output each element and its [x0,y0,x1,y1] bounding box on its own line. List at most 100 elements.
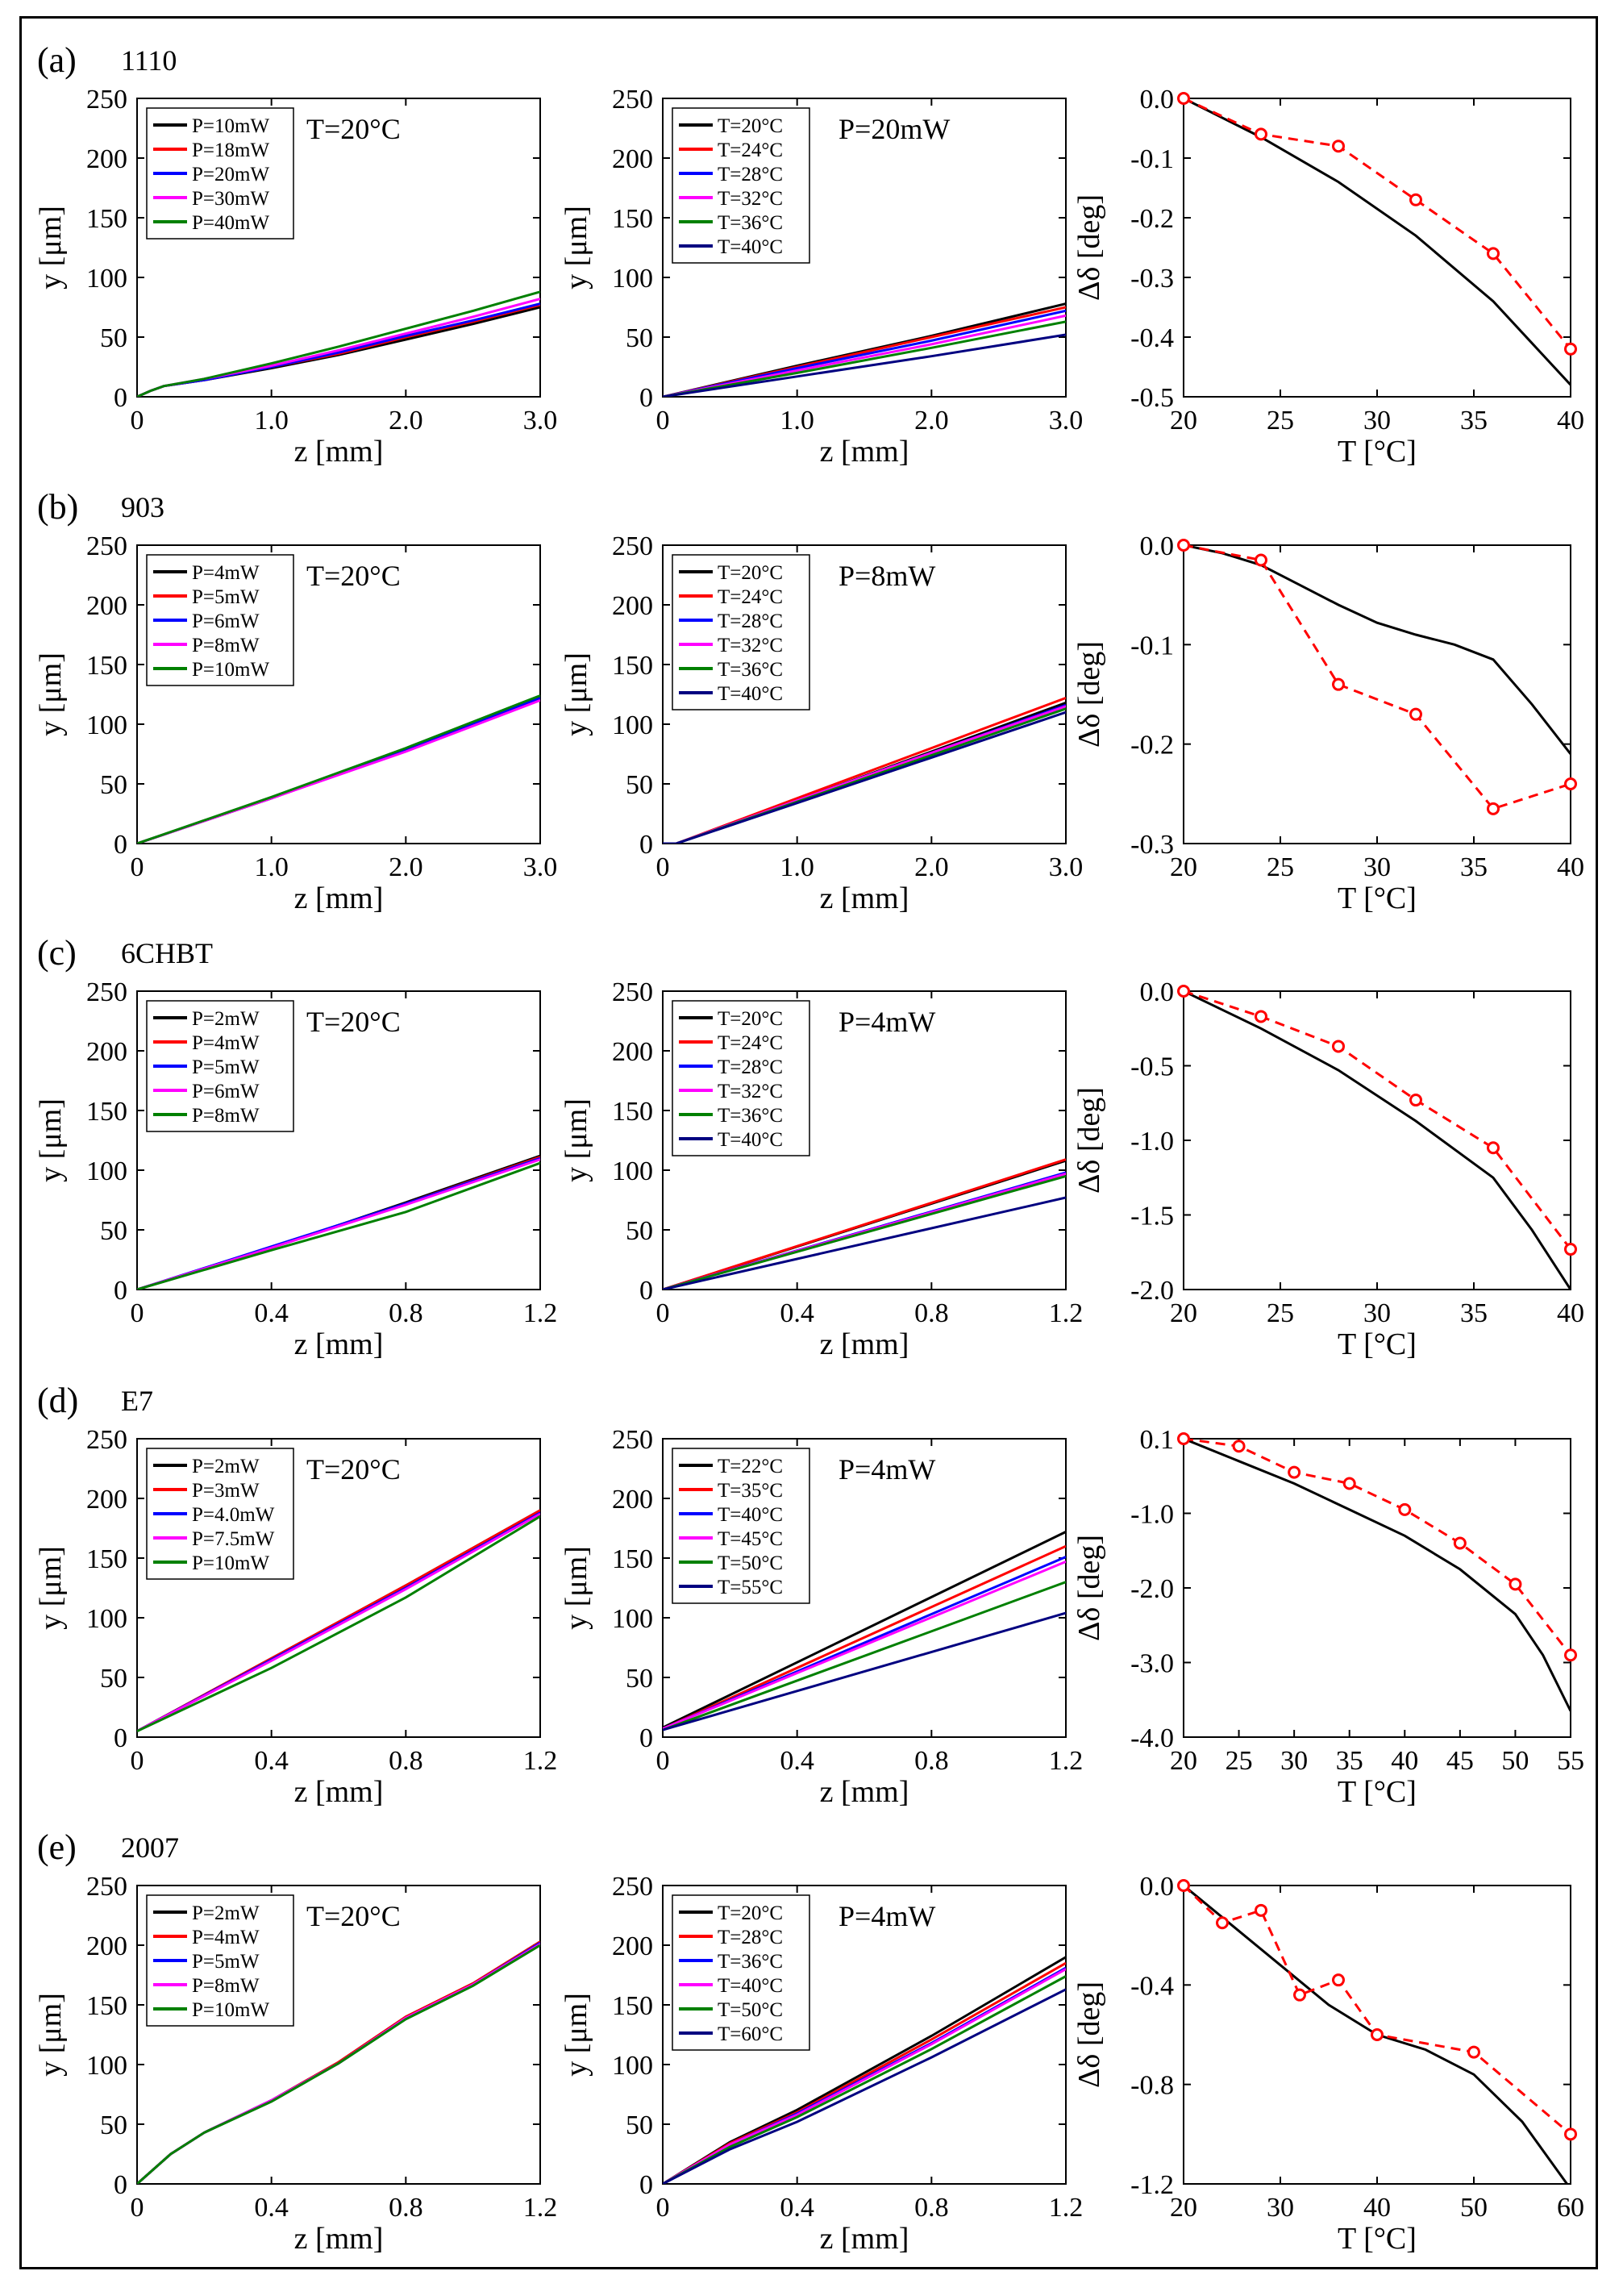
y-tick-label: 0 [639,830,653,860]
x-tick-label: 0 [656,1298,670,1328]
x-tick-label: 40 [1391,1746,1418,1776]
legend-label: T=40°C [718,683,783,705]
legend-label: P=10mW [192,659,269,681]
x-tick-label: 20 [1170,2193,1197,2223]
x-tick-label: 0.4 [254,1746,289,1776]
condition-annotation: P=4mW [839,1900,935,1932]
x-tick-label: 25 [1267,852,1294,882]
legend-label: T=50°C [718,1552,783,1574]
y-tick-label: -2.0 [1130,1574,1174,1604]
panel-label: (b) [37,487,78,527]
y-tick-label: 0.0 [1140,1872,1175,1902]
y-tick-label: 0.0 [1140,85,1175,115]
y-axis-label: Δδ [deg] [1072,1981,1106,2088]
y-tick-label: 0.0 [1140,531,1175,561]
x-tick-label: 0.4 [780,1746,814,1776]
y-tick-label: -0.5 [1130,383,1174,413]
condition-annotation: T=20°C [306,1453,401,1486]
series-line-dashed [1184,1886,1571,2136]
y-tick-label: 200 [86,1037,127,1067]
legend-label: T=32°C [718,635,783,656]
x-tick-label: 0 [656,406,670,435]
series-line-dashed [1184,1439,1571,1656]
legend-label: T=20°C [718,562,783,584]
y-tick-label: 200 [86,1485,127,1515]
y-tick-label: 50 [626,323,653,353]
y-tick-label: 200 [612,1931,653,1961]
y-tick-label: -2.0 [1130,1276,1174,1306]
x-tick-label: 50 [1501,1746,1529,1776]
y-tick-label: 0.1 [1140,1425,1175,1455]
y-tick-label: 0 [639,1276,653,1306]
y-tick-label: 0 [114,383,127,413]
chart-2-2: 0 1.0 2.0 3.0 0 50 100 150 200 250 z [mm] y [μm] T=2… [560,531,1083,915]
legend-label: T=20°C [718,1008,783,1030]
x-tick-label: 1.2 [523,1298,558,1328]
x-tick-label: 0 [131,2193,144,2223]
material-label: 1110 [121,44,177,77]
data-point [1564,1648,1577,1662]
data-point [1293,1988,1306,2002]
legend-label: T=36°C [718,659,783,681]
series-line-1 [1184,1439,1571,1712]
chart-5-1: 0 0.4 0.8 1.2 0 50 100 150 200 250 z [mm] y [μm] P=2… [34,1872,557,2256]
y-tick-label: 0 [114,1276,127,1306]
x-tick-label: 1.0 [254,852,289,882]
data-point [1288,1465,1301,1479]
legend-label: P=2mW [192,1902,260,1924]
chart-4-2: 0 0.4 0.8 1.2 0 50 100 150 200 250 z [mm] y [μm] T=2… [560,1425,1083,1809]
y-tick-label: 250 [612,1425,653,1455]
x-tick-label: 25 [1267,1298,1294,1328]
x-tick-label: 30 [1363,406,1391,435]
x-tick-label: 25 [1226,1746,1253,1776]
panel-label: (c) [37,933,77,973]
x-tick-label: 40 [1557,852,1584,882]
y-tick-label: 100 [612,264,653,294]
condition-annotation: P=8mW [839,560,935,592]
y-tick-label: 150 [86,1991,127,2021]
legend-label: P=10mW [192,1552,269,1574]
y-tick-label: 100 [86,1604,127,1634]
x-tick-label: 1.2 [1049,2193,1084,2223]
y-tick-label: -0.4 [1130,323,1174,353]
y-tick-label: 0 [114,1723,127,1753]
data-point [1177,1879,1190,1892]
legend-label: P=8mW [192,1975,260,1997]
x-tick-label: 1.2 [523,2193,558,2223]
y-tick-label: 150 [86,1544,127,1574]
legend-label: T=45°C [718,1528,783,1550]
y-tick-label: -0.3 [1130,264,1174,294]
legend-label: P=8mW [192,1105,260,1127]
series-line-6 [663,1196,1066,1290]
data-point [1398,1502,1412,1516]
data-point [1232,1440,1246,1453]
series-line-5 [663,320,1066,397]
x-tick-label: 25 [1267,406,1294,435]
y-tick-label: 150 [86,204,127,234]
condition-annotation: P=4mW [839,1453,935,1486]
y-axis-label: y [μm] [34,1993,68,2077]
x-axis-label: z [mm] [294,435,384,469]
data-point [1564,2127,1577,2141]
y-tick-label: 200 [86,591,127,621]
y-axis-label: Δδ [deg] [1072,641,1106,748]
x-tick-label: 50 [1460,2193,1488,2223]
x-axis-label: T [°C] [1338,1775,1417,1809]
y-tick-label: 0 [114,830,127,860]
x-tick-label: 1.0 [780,852,814,882]
plot-frame [662,1438,1067,1738]
x-tick-label: 0 [131,852,144,882]
y-tick-label: 50 [100,323,127,353]
series-line-6 [663,1611,1066,1731]
y-tick-label: -3.0 [1130,1649,1174,1679]
condition-annotation: T=20°C [306,1900,401,1932]
y-tick-label: 100 [86,264,127,294]
x-tick-label: 30 [1363,1298,1391,1328]
series-line-6 [663,333,1066,397]
y-tick-label: -1.5 [1130,1202,1174,1231]
chart-3-3: 20 25 30 35 40 -2.0 -1.5 -1.0 -0.5 0.0 T [°C] Δδ [d… [1072,977,1584,1361]
plot-frame [136,990,541,1290]
chart-2-1: 0 1.0 2.0 3.0 0 50 100 150 200 250 z [mm] y [μm] P=4… [34,531,557,915]
y-tick-label: -0.2 [1130,204,1174,234]
